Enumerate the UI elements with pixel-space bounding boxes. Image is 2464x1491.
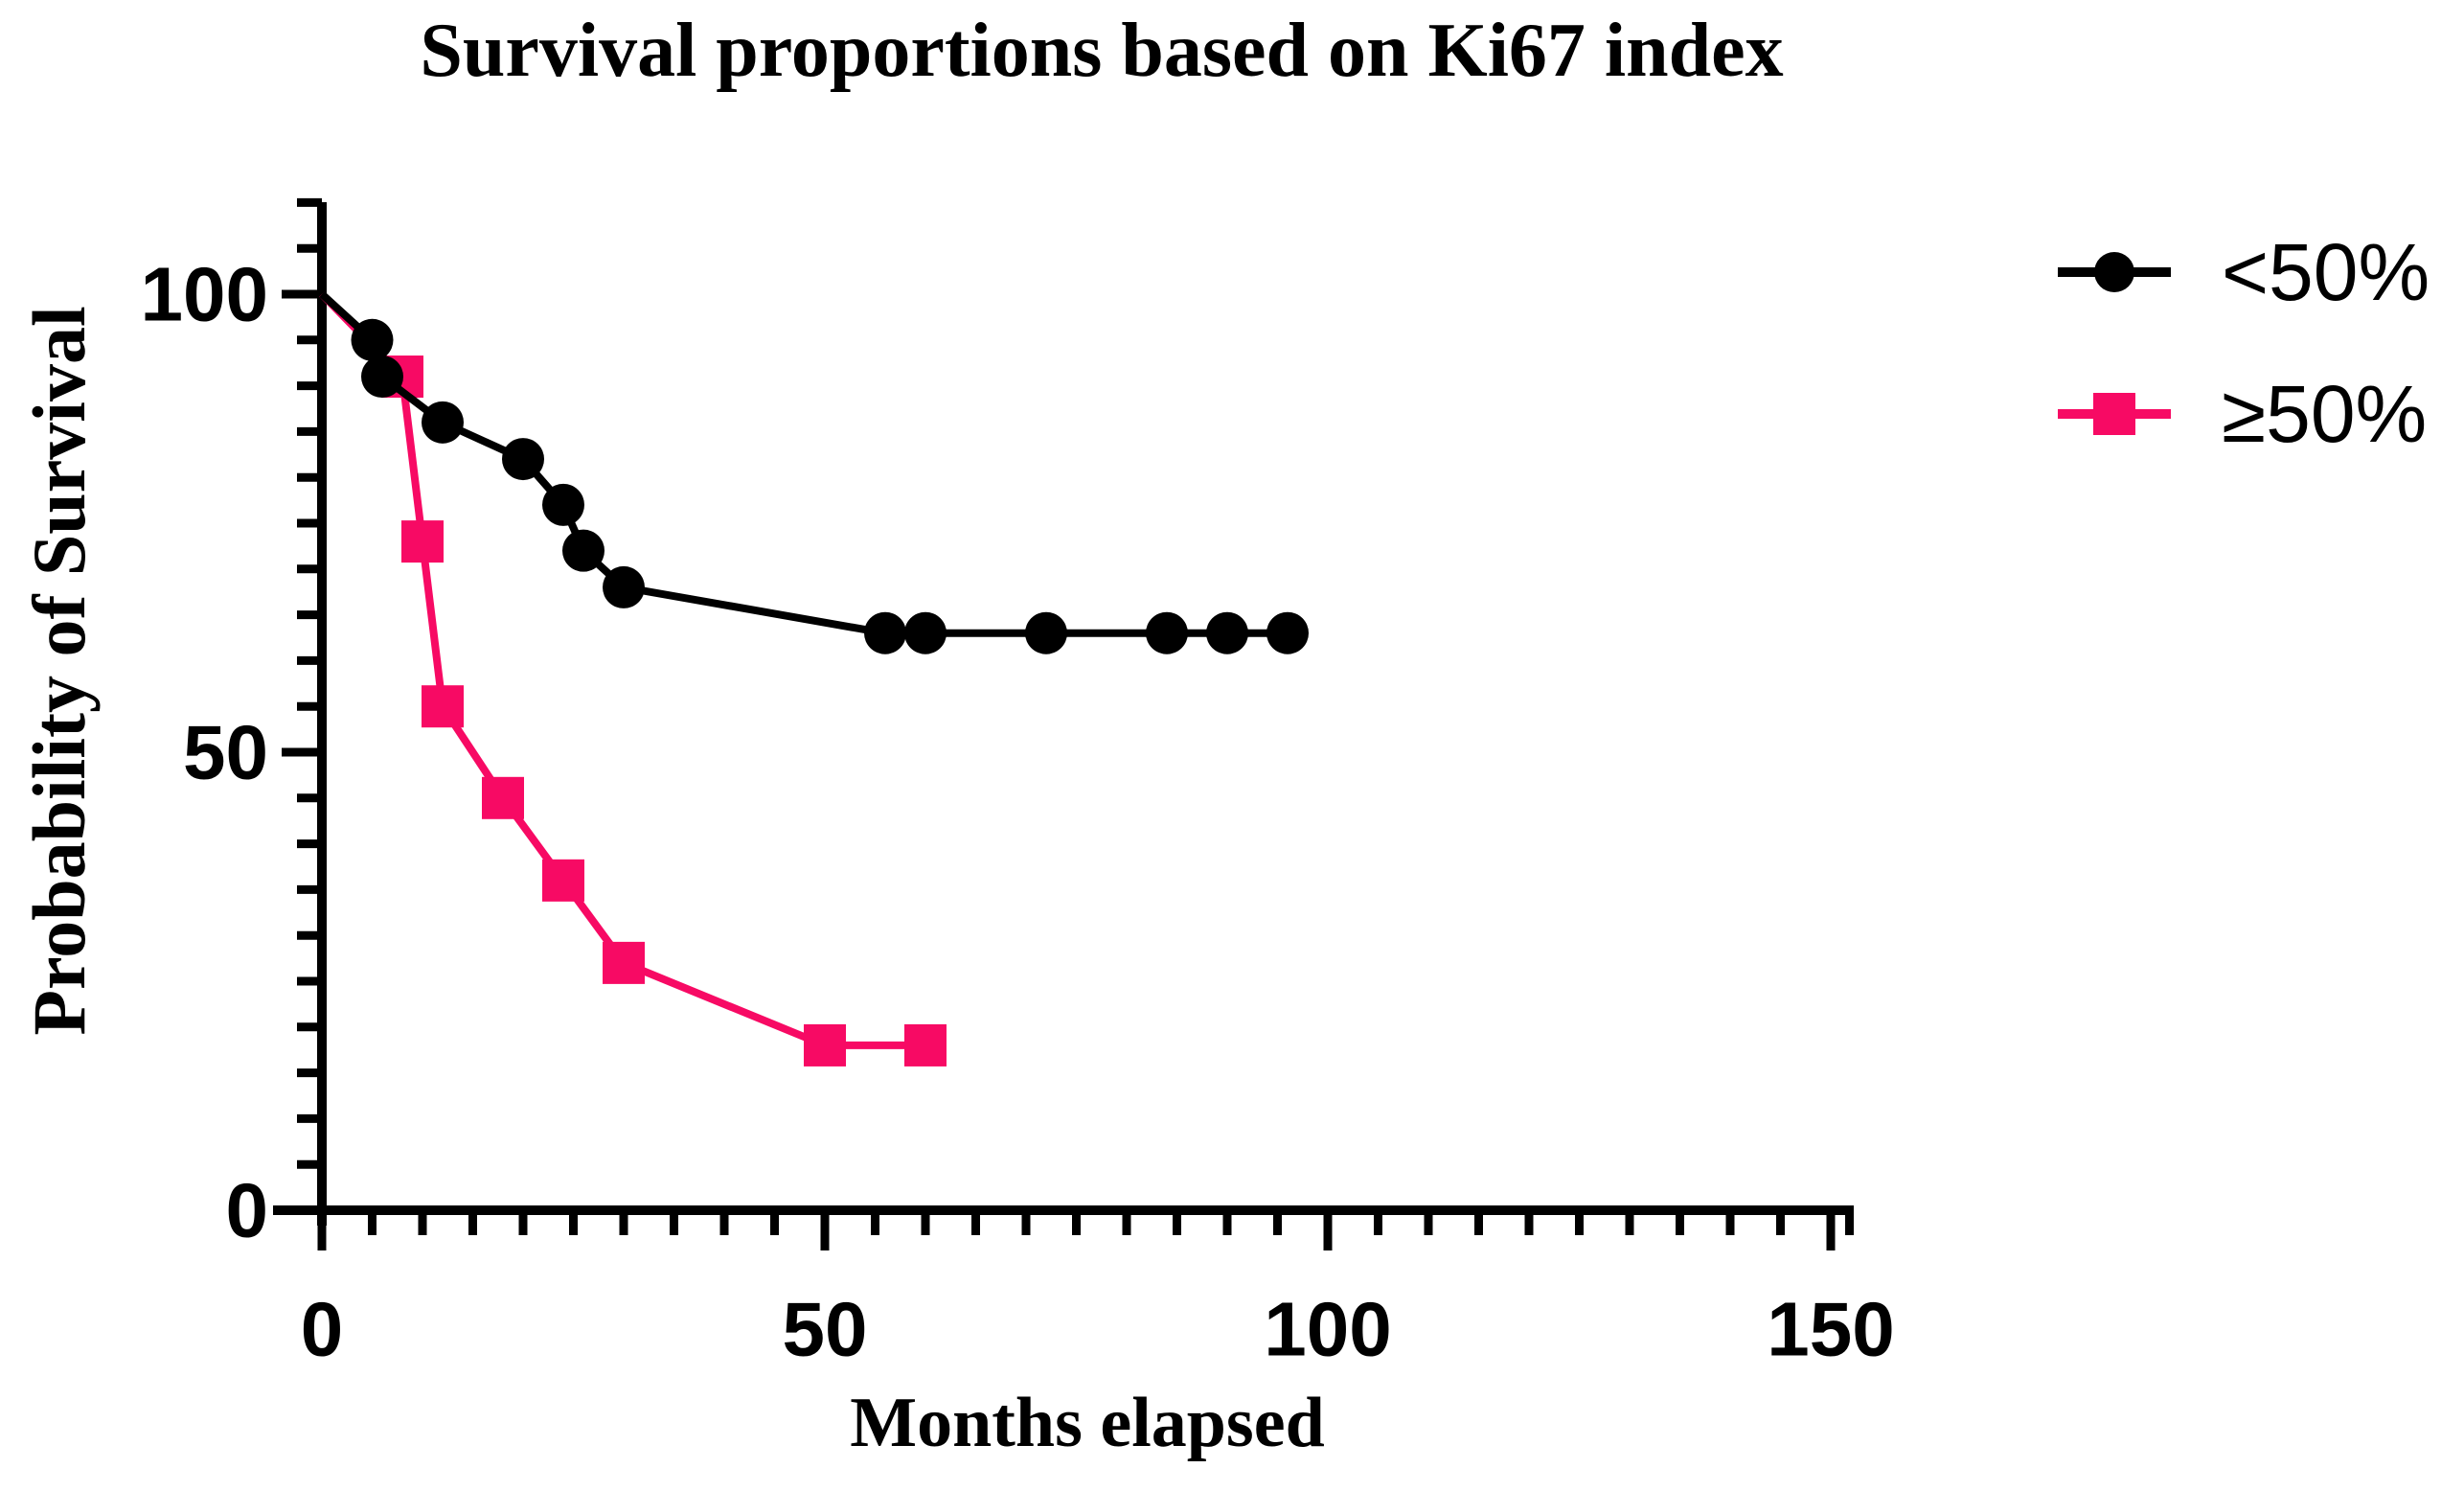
series-line-ge50 (319, 291, 925, 1049)
x-tick-label: 50 (783, 1287, 868, 1372)
data-point-ge50 (804, 1023, 846, 1067)
legend-entry-lt50: <50% (2057, 227, 2430, 317)
data-point-lt50 (1206, 611, 1248, 654)
legend-circle-marker-icon (2058, 252, 2171, 292)
data-point-ge50 (422, 685, 464, 728)
data-point-lt50 (1025, 611, 1067, 654)
legend-square-marker-icon (2058, 393, 2171, 435)
x-tick-label: 150 (1767, 1287, 1894, 1372)
x-tick-label: 0 (301, 1287, 344, 1372)
data-point-ge50 (904, 1023, 947, 1067)
y-tick-label: 0 (226, 1168, 269, 1253)
data-point-lt50 (562, 529, 605, 572)
data-point-ge50 (603, 941, 645, 984)
data-point-lt50 (864, 611, 906, 654)
plot-title: Survival proportions based on Ki67 index (420, 9, 1784, 93)
x-tick-label: 100 (1264, 1287, 1391, 1372)
y-tick-label: 100 (141, 252, 268, 337)
data-point-ge50 (482, 776, 524, 819)
data-point-lt50 (422, 401, 464, 444)
data-point-lt50 (361, 356, 403, 399)
series-line-lt50 (319, 291, 1288, 637)
data-point-lt50 (1146, 611, 1188, 654)
legend-entry-ge50: ≥50% (2057, 369, 2427, 459)
data-point-lt50 (603, 565, 645, 608)
data-point-lt50 (542, 483, 584, 526)
data-point-ge50 (401, 520, 444, 563)
legend-label-lt50: <50% (2222, 226, 2430, 317)
x-axis-title: Months elapsed (850, 1384, 1325, 1462)
legend-label-ge50: ≥50% (2222, 368, 2428, 459)
data-point-ge50 (542, 859, 584, 902)
y-tick-label: 50 (183, 710, 268, 795)
data-point-lt50 (351, 318, 394, 361)
data-point-lt50 (904, 611, 947, 654)
data-point-lt50 (502, 438, 544, 481)
data-point-lt50 (1266, 611, 1309, 654)
